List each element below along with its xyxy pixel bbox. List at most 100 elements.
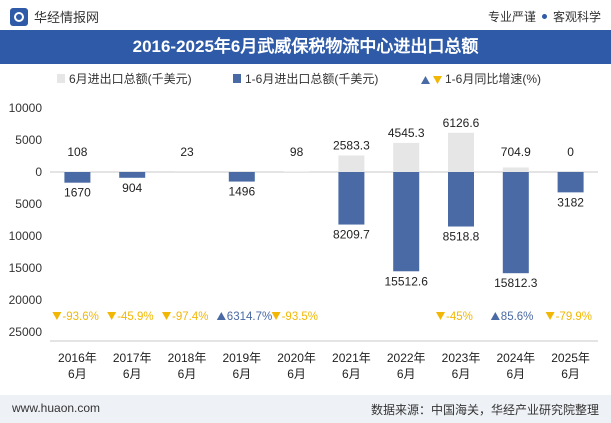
legend-label-growth: 1-6月同比增速(%) <box>445 72 541 86</box>
bar-monthly <box>448 132 474 172</box>
bar-ytd <box>393 172 420 272</box>
growth-label: -45% <box>446 311 473 323</box>
growth-down-triangle <box>545 312 555 320</box>
slogan-left: 专业严谨 <box>487 10 536 24</box>
bar-ytd <box>448 172 474 227</box>
data-label-monthly: 6126.6 <box>443 116 480 130</box>
growth-down-triangle <box>107 312 117 320</box>
brand-name: 华经情报网 <box>34 10 100 25</box>
x-tick-label-year: 2024年 <box>496 351 535 365</box>
data-label-monthly: 108 <box>67 145 87 159</box>
growth-label: 85.6% <box>501 311 534 323</box>
chart-title: 2016-2025年6月武威保税物流中心进出口总额 <box>0 30 611 64</box>
bar-monthly <box>393 142 420 172</box>
legend-up-triangle <box>421 76 430 84</box>
bar-ytd <box>119 172 146 178</box>
bar-ytd <box>228 172 255 182</box>
data-labels: 108 1670 904 23 1496 98 2583.3 8209.7 4545.3 1551… <box>64 116 584 290</box>
x-tick-label-month: 6月 <box>452 367 471 381</box>
x-tick-label-month: 6月 <box>397 367 416 381</box>
x-tick-label-year: 2022年 <box>387 351 426 365</box>
data-label-monthly: 704.9 <box>501 145 531 159</box>
legend-swatch-ytd <box>233 74 241 83</box>
x-tick-label-month: 6月 <box>178 367 197 381</box>
x-tick-label-month: 6月 <box>342 367 361 381</box>
growth-up-triangle <box>490 312 500 320</box>
footer: www.huaon.com 数据来源：中国海关，华经产业研究院整理 <box>0 395 611 423</box>
growth-down-triangle <box>162 312 171 320</box>
data-label-ytd: 904 <box>122 181 142 195</box>
data-label-ytd: 3182 <box>557 195 584 209</box>
data-label-ytd: 1496 <box>228 185 255 199</box>
y-tick-label: 0 <box>35 165 42 179</box>
data-label-monthly: 2583.3 <box>333 138 370 152</box>
brand: 华经情报网 <box>10 7 99 26</box>
bar-monthly <box>338 155 365 172</box>
x-tick-label-month: 6月 <box>561 367 580 381</box>
y-tick-label: 5000 <box>15 133 42 147</box>
x-tick-label-month: 6月 <box>123 367 142 381</box>
slogan: 专业严谨 客观科学 <box>488 8 601 25</box>
bar-monthly <box>64 171 91 172</box>
data-label-ytd: 8518.8 <box>443 230 480 244</box>
bar-ytd <box>64 172 91 183</box>
chart: 6月进出口总额(千美元) 1-6月进出口总额(千美元) 1-6月同比增速(%) 10… <box>9 72 598 381</box>
y-tick-label: 5000 <box>15 197 42 211</box>
bar-ytd <box>338 172 365 225</box>
y-axis: 10000 5000 0 5000 10000 15000 20000 25000 <box>9 101 43 339</box>
legend: 6月进出口总额(千美元) 1-6月进出口总额(千美元) 1-6月同比增速(%) <box>57 72 541 86</box>
growth-down-triangle <box>436 312 445 320</box>
data-label-monthly: 98 <box>290 145 304 159</box>
x-tick-label-month: 6月 <box>232 367 251 381</box>
growth-label: -79.9% <box>556 311 592 323</box>
growth-down-triangle <box>271 312 281 320</box>
bar-ytd <box>502 172 529 274</box>
x-tick-label-year: 2020年 <box>277 351 316 365</box>
data-label-ytd: 15812.3 <box>494 276 538 290</box>
x-tick-label-year: 2017年 <box>113 351 152 365</box>
x-tick-label-year: 2023年 <box>442 351 481 365</box>
bar-monthly <box>502 167 529 172</box>
growth-markers: -93.6% -45.9% -97.4% 6314.7% -93.5% -45% 85.6%… <box>52 311 592 323</box>
bar-monthly <box>283 171 310 172</box>
footer-source: 数据来源：中国海关，华经产业研究院整理 <box>370 403 599 417</box>
x-tick-label-year: 2025年 <box>551 351 590 365</box>
growth-down-triangle <box>52 312 62 320</box>
top-bar: 华经情报网 专业严谨 客观科学 <box>0 0 611 30</box>
y-tick-label: 10000 <box>9 101 43 115</box>
data-label-ytd: 1670 <box>64 186 91 200</box>
dot-icon <box>541 14 547 19</box>
data-label-ytd: 15512.6 <box>385 274 429 288</box>
data-label-ytd: 8209.7 <box>333 228 370 242</box>
x-tick-label-year: 2016年 <box>58 351 97 365</box>
legend-swatch-monthly <box>57 74 65 83</box>
data-label-monthly: 4545.3 <box>388 126 425 140</box>
slogan-right: 客观科学 <box>552 10 601 24</box>
footer-website: www.huaon.com <box>12 401 101 415</box>
y-tick-label: 20000 <box>9 293 43 307</box>
brand-logo-icon <box>10 7 28 26</box>
growth-up-triangle <box>216 312 226 320</box>
legend-label-monthly: 6月进出口总额(千美元) <box>69 72 192 86</box>
x-tick-label-year: 2018年 <box>168 351 207 365</box>
x-axis: 2016年 6月 2017年 6月 2018年 6月 2019年 6月 2020年 6月 2021年… <box>58 351 590 381</box>
legend-down-triangle <box>433 76 442 84</box>
growth-label: -93.5% <box>282 311 318 323</box>
x-tick-label-month: 6月 <box>68 367 87 381</box>
bars <box>64 132 584 274</box>
x-tick-label-month: 6月 <box>506 367 525 381</box>
y-tick-label: 10000 <box>9 229 43 243</box>
y-tick-label: 25000 <box>9 325 43 339</box>
y-tick-label: 15000 <box>9 261 43 275</box>
growth-label: -93.6% <box>62 311 98 323</box>
data-label-monthly: 0 <box>567 145 574 159</box>
x-tick-label-year: 2019年 <box>222 351 261 365</box>
legend-label-ytd: 1-6月进出口总额(千美元) <box>245 72 378 86</box>
data-label-monthly: 23 <box>180 145 194 159</box>
x-tick-label-month: 6月 <box>287 367 306 381</box>
x-tick-label-year: 2021年 <box>332 351 371 365</box>
growth-label: 6314.7% <box>227 311 272 323</box>
growth-label: -45.9% <box>117 311 153 323</box>
growth-label: -97.4% <box>172 311 208 323</box>
bar-ytd <box>557 172 584 193</box>
